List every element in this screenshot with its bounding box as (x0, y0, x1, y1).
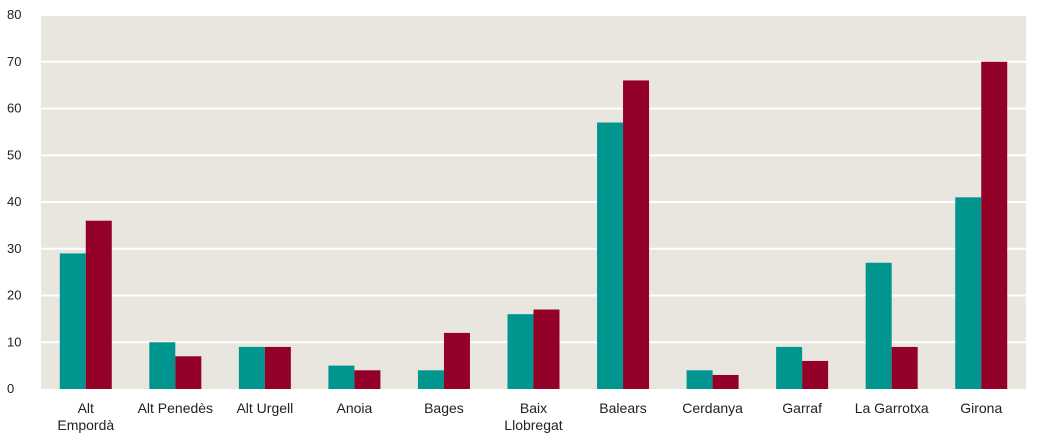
bar-series-2 (264, 346, 291, 389)
x-category-label: La Garrotxa (855, 400, 929, 416)
x-category-label: Cerdanya (682, 400, 743, 416)
y-tick-label: 40 (7, 194, 21, 209)
bar-series-2 (533, 309, 560, 389)
x-category-label-line: Alt (78, 400, 94, 416)
bar-series-2 (623, 80, 650, 389)
bar-series-2 (85, 220, 112, 389)
y-axis: 0 10 20 30 40 50 60 70 80 (7, 7, 21, 396)
x-category-label-line: Alt Penedès (138, 400, 214, 416)
bar-series-1 (149, 342, 176, 389)
bar-series-2 (443, 332, 470, 389)
y-tick-label: 10 (7, 334, 21, 349)
y-tick-label: 50 (7, 147, 21, 162)
bar-series-1 (865, 262, 892, 389)
x-category-label: Girona (960, 400, 1002, 416)
x-category-label: Anoia (337, 400, 373, 416)
x-category-label: Baix Llobregat (504, 400, 562, 433)
x-category-label: Alt Empordà (57, 400, 114, 433)
bar-series-1 (417, 370, 444, 389)
y-tick-label: 30 (7, 241, 21, 256)
gridlines (41, 14, 1026, 344)
bar-series-2 (175, 356, 202, 389)
x-category-label: Alt Penedès (138, 400, 214, 416)
y-tick-label: 20 (7, 288, 21, 303)
y-tick-label: 70 (7, 54, 21, 69)
x-category-label-line: Baix (520, 400, 547, 416)
bar-series-2 (354, 370, 381, 389)
bar-series-1 (59, 253, 86, 389)
x-category-label-line: Bages (424, 400, 464, 416)
bar-series-2 (981, 61, 1008, 389)
bar-series-1 (686, 370, 713, 389)
bar-series-1 (507, 314, 534, 389)
x-category-label-line: Balears (599, 400, 646, 416)
x-category-label: Garraf (782, 400, 822, 416)
bar-series-1 (597, 122, 624, 390)
y-tick-label: 0 (7, 381, 14, 396)
y-tick-label: 80 (7, 7, 21, 22)
y-tick-label: 60 (7, 101, 21, 116)
x-category-label-line: Alt Urgell (236, 400, 293, 416)
x-category-label-line: La Garrotxa (855, 400, 929, 416)
x-category-label-line: Empordà (57, 417, 114, 433)
bar-series-1 (328, 365, 355, 389)
bar-series-1 (238, 346, 265, 389)
x-category-label-line: Llobregat (504, 417, 562, 433)
x-category-label: Balears (599, 400, 646, 416)
x-category-label-line: Anoia (337, 400, 373, 416)
bar-series-1 (955, 197, 982, 389)
bar-series-2 (891, 346, 918, 389)
bar-series-1 (776, 346, 803, 389)
x-category-label-line: Girona (960, 400, 1002, 416)
x-category-label-line: Garraf (782, 400, 822, 416)
x-category-label: Bages (424, 400, 464, 416)
x-category-label: Alt Urgell (236, 400, 293, 416)
x-axis: Alt Empordà Alt Penedès Alt Urgell Anoia Bage… (57, 400, 1002, 433)
x-category-label-line: Cerdanya (682, 400, 743, 416)
bar-series-2 (802, 360, 829, 389)
bar-series-2 (712, 374, 739, 389)
bars (59, 61, 1008, 390)
